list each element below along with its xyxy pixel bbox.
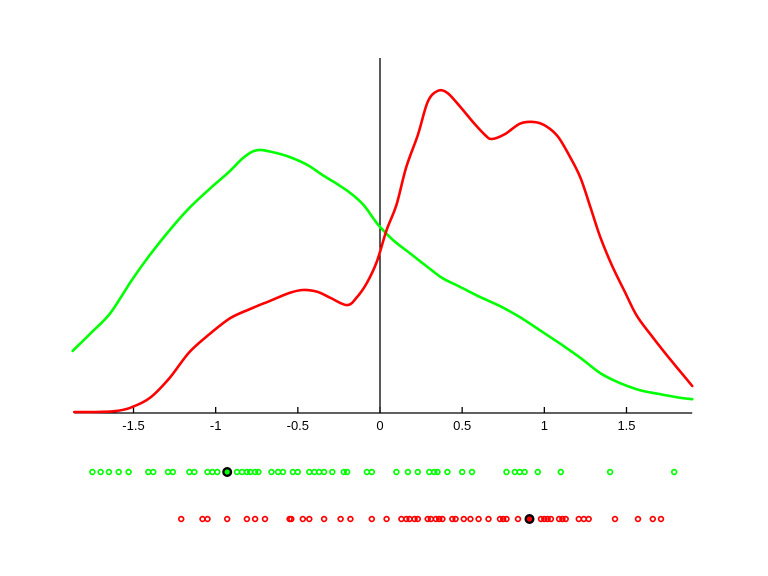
green-sample-point[interactable] [251,468,259,476]
green-sample-point[interactable] [306,468,313,476]
green-sample-point[interactable] [557,468,565,476]
green-sample-point[interactable] [89,468,96,476]
x-tick-label: -1 [210,418,222,433]
red-sample-point[interactable] [251,515,259,523]
green-sample-point[interactable] [368,468,376,476]
green-sample-point[interactable] [430,468,438,476]
green-sample-point[interactable] [414,468,422,476]
green-sample-point[interactable] [125,468,132,476]
red-sample-point[interactable] [575,515,583,523]
red-sample-point[interactable] [432,515,440,523]
green-sample-point[interactable] [521,468,528,476]
green-sample-point[interactable] [169,468,177,476]
red-sample-point[interactable] [503,515,510,523]
green-sample-point[interactable] [115,468,122,476]
density-curves-group [71,88,694,414]
highlighted-green-sample-point[interactable] [222,467,233,478]
red-sample-point[interactable] [368,515,376,523]
green-sample-point[interactable] [606,468,614,476]
red-sample-point[interactable] [177,515,185,523]
red-sample-point[interactable] [403,515,410,523]
x-tick-label: -0.5 [287,418,309,433]
green-sample-point[interactable] [191,468,198,476]
green-sample-point[interactable] [670,468,678,476]
green-sample-point[interactable] [468,468,476,476]
red-sample-point[interactable] [261,515,269,523]
green-sample-point[interactable] [343,468,351,476]
green-sample-point[interactable] [340,468,348,476]
red-sample-point[interactable] [496,515,504,523]
red-sample-point[interactable] [347,515,354,523]
green-class-density-curve [71,148,694,401]
x-tick-label: 1 [541,418,548,433]
red-sample-point[interactable] [499,515,507,523]
red-sample-point[interactable] [544,515,551,523]
red-sample-point[interactable] [611,515,619,523]
green-sample-point[interactable] [233,468,241,476]
green-sample-point[interactable] [255,468,262,476]
x-axis-group: -1.5 -1 -0.5 0 0.5 1 1.5 [74,407,693,433]
red-sample-point[interactable] [514,515,522,523]
red-sample-point[interactable] [243,515,251,523]
red-sample-point[interactable] [559,515,566,523]
green-sample-point[interactable] [444,468,451,476]
red-sample-point[interactable] [537,515,545,523]
green-sample-point[interactable] [243,468,251,476]
green-sample-point[interactable] [97,468,104,476]
red-sample-point[interactable] [204,515,211,523]
red-sample-point[interactable] [306,515,313,523]
green-sample-point[interactable] [534,468,542,476]
red-sample-point[interactable] [439,515,446,523]
red-sample-point[interactable] [337,515,344,523]
green-sample-point[interactable] [404,468,412,476]
red-sample-point[interactable] [383,515,390,523]
green-sample-point[interactable] [393,468,400,476]
red-sample-point[interactable] [424,515,431,523]
highlighted-red-sample-point[interactable] [524,514,535,525]
red-sample-point[interactable] [460,515,468,523]
red-sample-point[interactable] [634,515,642,523]
green-sample-point[interactable] [458,468,466,476]
red-sample-point[interactable] [449,515,456,523]
green-sample-point[interactable] [268,468,275,476]
red-class-density-curve [73,88,694,414]
red-sample-point[interactable] [547,515,555,523]
green-sample-point[interactable] [503,468,510,476]
x-tick-label: 1.5 [617,418,635,433]
red-sample-point[interactable] [541,515,548,523]
red-sample-point[interactable] [562,515,569,523]
x-tick-label: 0 [376,418,383,433]
green-sample-point[interactable] [294,468,302,476]
x-tick-label: -1.5 [122,418,144,433]
x-tick-label: 0.5 [453,418,471,433]
red-sample-point[interactable] [485,515,492,523]
red-sample-point[interactable] [288,515,295,523]
green-sample-point[interactable] [105,468,113,476]
green-sample-point[interactable] [214,468,221,476]
green-sample-point[interactable] [279,468,287,476]
green-sample-point[interactable] [329,468,336,476]
red-sample-point[interactable] [657,515,665,523]
green-sample-point[interactable] [149,468,157,476]
red-sample-point[interactable] [649,515,657,523]
rug-plots-group [89,467,678,525]
red-sample-point[interactable] [299,515,307,523]
red-sample-point[interactable] [452,515,459,523]
red-sample-point[interactable] [411,515,418,523]
red-sample-point[interactable] [467,515,474,523]
red-sample-point[interactable] [199,515,206,523]
green-sample-point[interactable] [320,468,328,476]
red-sample-point[interactable] [475,515,482,523]
red-sample-point[interactable] [435,515,443,523]
green-sample-point[interactable] [434,468,441,476]
red-sample-point[interactable] [585,515,592,523]
red-sample-point[interactable] [223,515,231,523]
red-sample-point[interactable] [320,515,328,523]
red-sample-point[interactable] [414,515,422,523]
red-sample-point[interactable] [555,515,563,523]
